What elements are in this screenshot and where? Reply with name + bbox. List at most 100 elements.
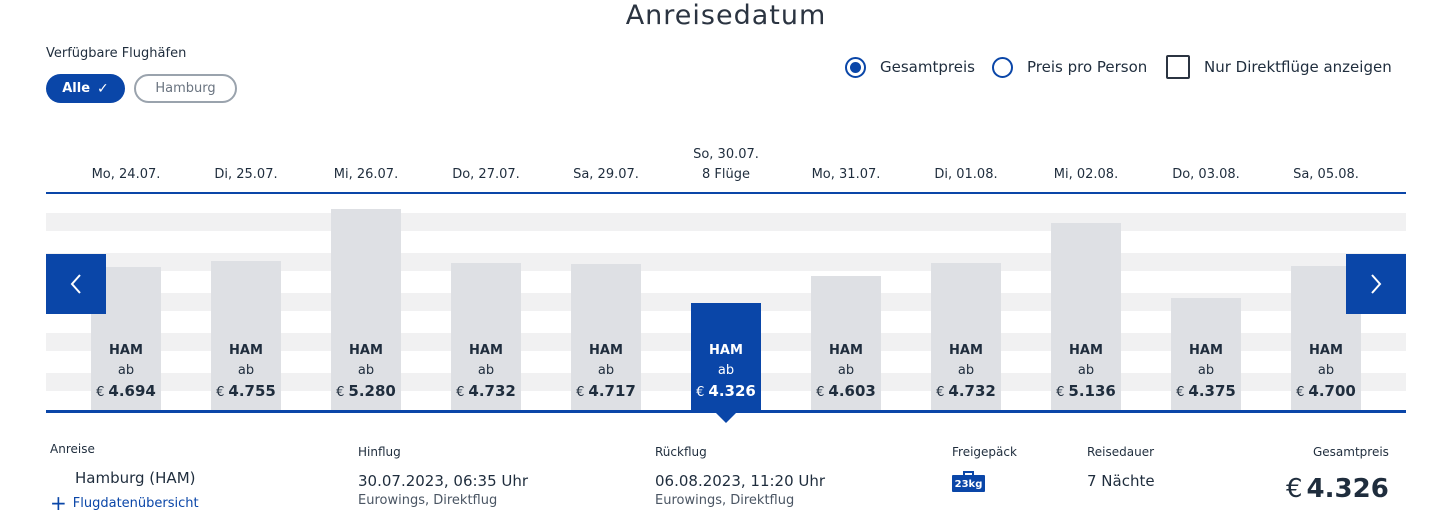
bar-ab: ab <box>1077 363 1095 378</box>
flight-overview-link[interactable]: + Flugdatenübersicht <box>50 491 199 515</box>
bar-ab: ab <box>717 363 735 378</box>
flight-overview-label: Flugdatenübersicht <box>72 495 199 511</box>
per-person-option[interactable]: Preis pro Person <box>992 55 1147 79</box>
bar-airport: HAM <box>349 343 383 358</box>
per-person-radio[interactable] <box>992 56 1013 78</box>
bar-airport: HAM <box>949 343 983 358</box>
price-bar[interactable]: HAM ab €4.755 <box>211 261 281 411</box>
bar-currency: € <box>456 385 465 400</box>
date-label[interactable]: Di, 01.08. <box>906 165 1026 185</box>
price-bar[interactable]: HAM ab €5.136 <box>1051 223 1121 411</box>
next-dates-button[interactable] <box>1346 254 1406 314</box>
anreise-label: Anreise <box>50 442 95 456</box>
bar-price-value: 4.694 <box>108 382 156 400</box>
date-label-text: Do, 03.08. <box>1172 167 1240 182</box>
total-price-label: Gesamtpreis <box>880 58 975 76</box>
date-label-text: Mi, 26.07. <box>333 167 399 182</box>
direct-only-option[interactable]: Nur Direktflüge anzeigen <box>1166 55 1392 79</box>
airport-filter-hamburg[interactable]: Hamburg <box>134 74 237 103</box>
baggage-label: Freigepäck <box>952 445 1017 459</box>
bar-currency: € <box>936 385 945 400</box>
previous-dates-button[interactable] <box>46 254 106 314</box>
price-bar[interactable]: HAM ab €5.280 <box>331 209 401 411</box>
direct-only-label: Nur Direktflüge anzeigen <box>1204 58 1392 76</box>
per-person-label: Preis pro Person <box>1027 58 1148 76</box>
bar-ab: ab <box>1317 363 1335 378</box>
bar-airport: HAM <box>1069 343 1103 358</box>
bar-price: €4.717 <box>571 381 641 403</box>
bar-price-value: 4.603 <box>828 382 876 400</box>
date-label[interactable]: Di, 25.07. <box>186 165 306 185</box>
total-price-option[interactable]: Gesamtpreis <box>845 55 975 79</box>
direct-only-checkbox[interactable] <box>1166 55 1190 79</box>
bar-price: €4.375 <box>1171 381 1241 403</box>
bar-airport: HAM <box>229 343 263 358</box>
bar-price-value: 4.375 <box>1188 382 1236 400</box>
price-bar[interactable]: HAM ab €4.375 <box>1171 298 1241 411</box>
airport-filter-all[interactable]: Alle ✓ <box>46 74 125 103</box>
date-label[interactable]: Mi, 02.08. <box>1026 165 1146 185</box>
date-label[interactable]: Sa, 29.07. <box>546 165 666 185</box>
bar-currency: € <box>696 385 705 400</box>
bar-price-value: 4.700 <box>1308 382 1356 400</box>
price-bar[interactable]: HAM ab €4.326 <box>691 303 761 411</box>
bar-text: HAM ab €4.700 <box>1291 341 1361 403</box>
price-bar[interactable]: HAM ab €4.732 <box>931 263 1001 411</box>
bar-ab: ab <box>237 363 255 378</box>
rueckflug-value: 06.08.2023, 11:20 Uhr <box>655 472 826 490</box>
bar-price: €4.755 <box>211 381 281 403</box>
bar-text: HAM ab €5.280 <box>331 341 401 403</box>
date-label-text: Di, 01.08. <box>934 167 998 182</box>
bar-airport: HAM <box>109 343 143 358</box>
bar-text: HAM ab €4.717 <box>571 341 641 403</box>
bar-airport: HAM <box>469 343 503 358</box>
plus-icon: + <box>50 491 67 515</box>
date-label[interactable]: Sa, 05.08. <box>1266 165 1386 185</box>
date-label[interactable]: Mo, 31.07. <box>786 165 906 185</box>
date-label[interactable]: Mi, 26.07. <box>306 165 426 185</box>
page-title: Anreisedatum <box>625 0 827 31</box>
anreise-value: Hamburg (HAM) <box>75 469 196 487</box>
date-label[interactable]: Do, 27.07. <box>426 165 546 185</box>
date-label-text: Sa, 29.07. <box>573 167 639 182</box>
price-bar[interactable]: HAM ab €4.717 <box>571 264 641 411</box>
bar-text: HAM ab €4.326 <box>691 341 761 403</box>
total-currency: € <box>1286 474 1303 504</box>
bar-ab: ab <box>597 363 615 378</box>
bar-currency: € <box>336 385 345 400</box>
bar-price-value: 5.280 <box>348 382 396 400</box>
bar-currency: € <box>96 385 105 400</box>
bar-airport: HAM <box>1189 343 1223 358</box>
price-bar[interactable]: HAM ab €4.732 <box>451 263 521 411</box>
price-bar[interactable]: HAM ab €4.603 <box>811 276 881 411</box>
bar-ab: ab <box>837 363 855 378</box>
rueckflug-sub: Eurowings, Direktflug <box>655 493 795 508</box>
bar-price: €4.603 <box>811 381 881 403</box>
date-label[interactable]: So, 30.07. 8 Flüge <box>666 145 786 185</box>
bar-airport: HAM <box>1309 343 1343 358</box>
bar-price-value: 4.755 <box>228 382 276 400</box>
bar-currency: € <box>576 385 585 400</box>
date-label-text: Mi, 02.08. <box>1053 167 1119 182</box>
total-price: €4.326 <box>1286 474 1389 504</box>
bar-ab: ab <box>357 363 375 378</box>
check-icon: ✓ <box>97 80 109 97</box>
total-price-radio[interactable] <box>845 56 866 78</box>
bar-ab: ab <box>117 363 135 378</box>
bar-price: €4.732 <box>931 381 1001 403</box>
date-label-sub: 8 Flüge <box>702 167 750 182</box>
chart-top-rule <box>46 192 1406 194</box>
bar-price: €4.694 <box>91 381 161 403</box>
date-label[interactable]: Mo, 24.07. <box>66 165 186 185</box>
hinflug-sub: Eurowings, Direktflug <box>358 493 498 508</box>
date-label-text: So, 30.07. <box>693 147 759 162</box>
date-label-text: Do, 27.07. <box>452 167 520 182</box>
bar-text: HAM ab €5.136 <box>1051 341 1121 403</box>
bar-text: HAM ab €4.694 <box>91 341 161 403</box>
rueckflug-label: Rückflug <box>655 445 707 459</box>
selected-pointer <box>716 413 736 423</box>
duration-label: Reisedauer <box>1087 445 1155 459</box>
hinflug-value: 30.07.2023, 06:35 Uhr <box>358 472 529 490</box>
date-label[interactable]: Do, 03.08. <box>1146 165 1266 185</box>
bar-price: €4.326 <box>691 381 761 403</box>
